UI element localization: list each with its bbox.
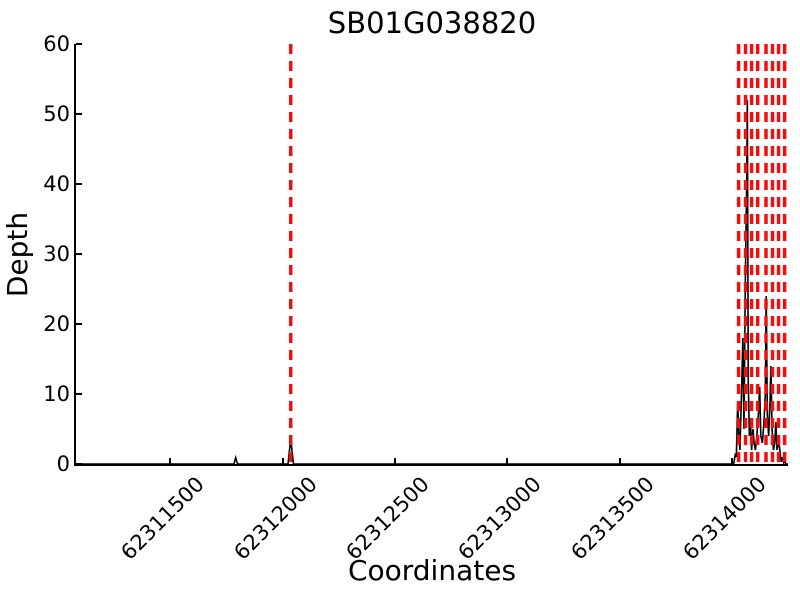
y-tick bbox=[76, 183, 82, 185]
x-tick-label: 62312500 bbox=[341, 472, 434, 565]
x-tick bbox=[506, 458, 509, 464]
x-tick bbox=[730, 458, 733, 464]
x-tick bbox=[618, 458, 621, 464]
read-depth-profile-line bbox=[76, 99, 788, 464]
x-tick bbox=[169, 458, 172, 464]
y-tick-label: 10 bbox=[43, 382, 70, 406]
x-tick bbox=[281, 458, 284, 464]
plot-area bbox=[74, 43, 788, 466]
y-tick bbox=[76, 43, 82, 45]
x-tick-label: 62312000 bbox=[229, 472, 322, 565]
x-tick-label: 62311500 bbox=[116, 472, 210, 565]
x-axis-label: Coordinates bbox=[347, 554, 517, 587]
y-tick bbox=[76, 253, 82, 255]
y-tick-label: 30 bbox=[43, 242, 70, 266]
plot-canvas bbox=[76, 44, 788, 464]
y-tick bbox=[76, 323, 82, 325]
y-tick bbox=[76, 393, 82, 395]
y-tick-label: 20 bbox=[43, 312, 70, 336]
y-tick bbox=[76, 463, 82, 465]
y-tick-label: 0 bbox=[56, 452, 70, 476]
y-tick bbox=[76, 113, 82, 115]
y-tick-label: 50 bbox=[43, 102, 70, 126]
x-tick-label: 62314000 bbox=[678, 472, 771, 565]
x-tick-label: 62313500 bbox=[565, 472, 659, 565]
y-tick-label: 40 bbox=[43, 172, 70, 196]
x-tick bbox=[393, 458, 396, 464]
chart-title: SB01G038820 bbox=[327, 6, 537, 40]
y-tick-label: 60 bbox=[43, 32, 70, 56]
x-tick-label: 62313000 bbox=[453, 472, 547, 565]
